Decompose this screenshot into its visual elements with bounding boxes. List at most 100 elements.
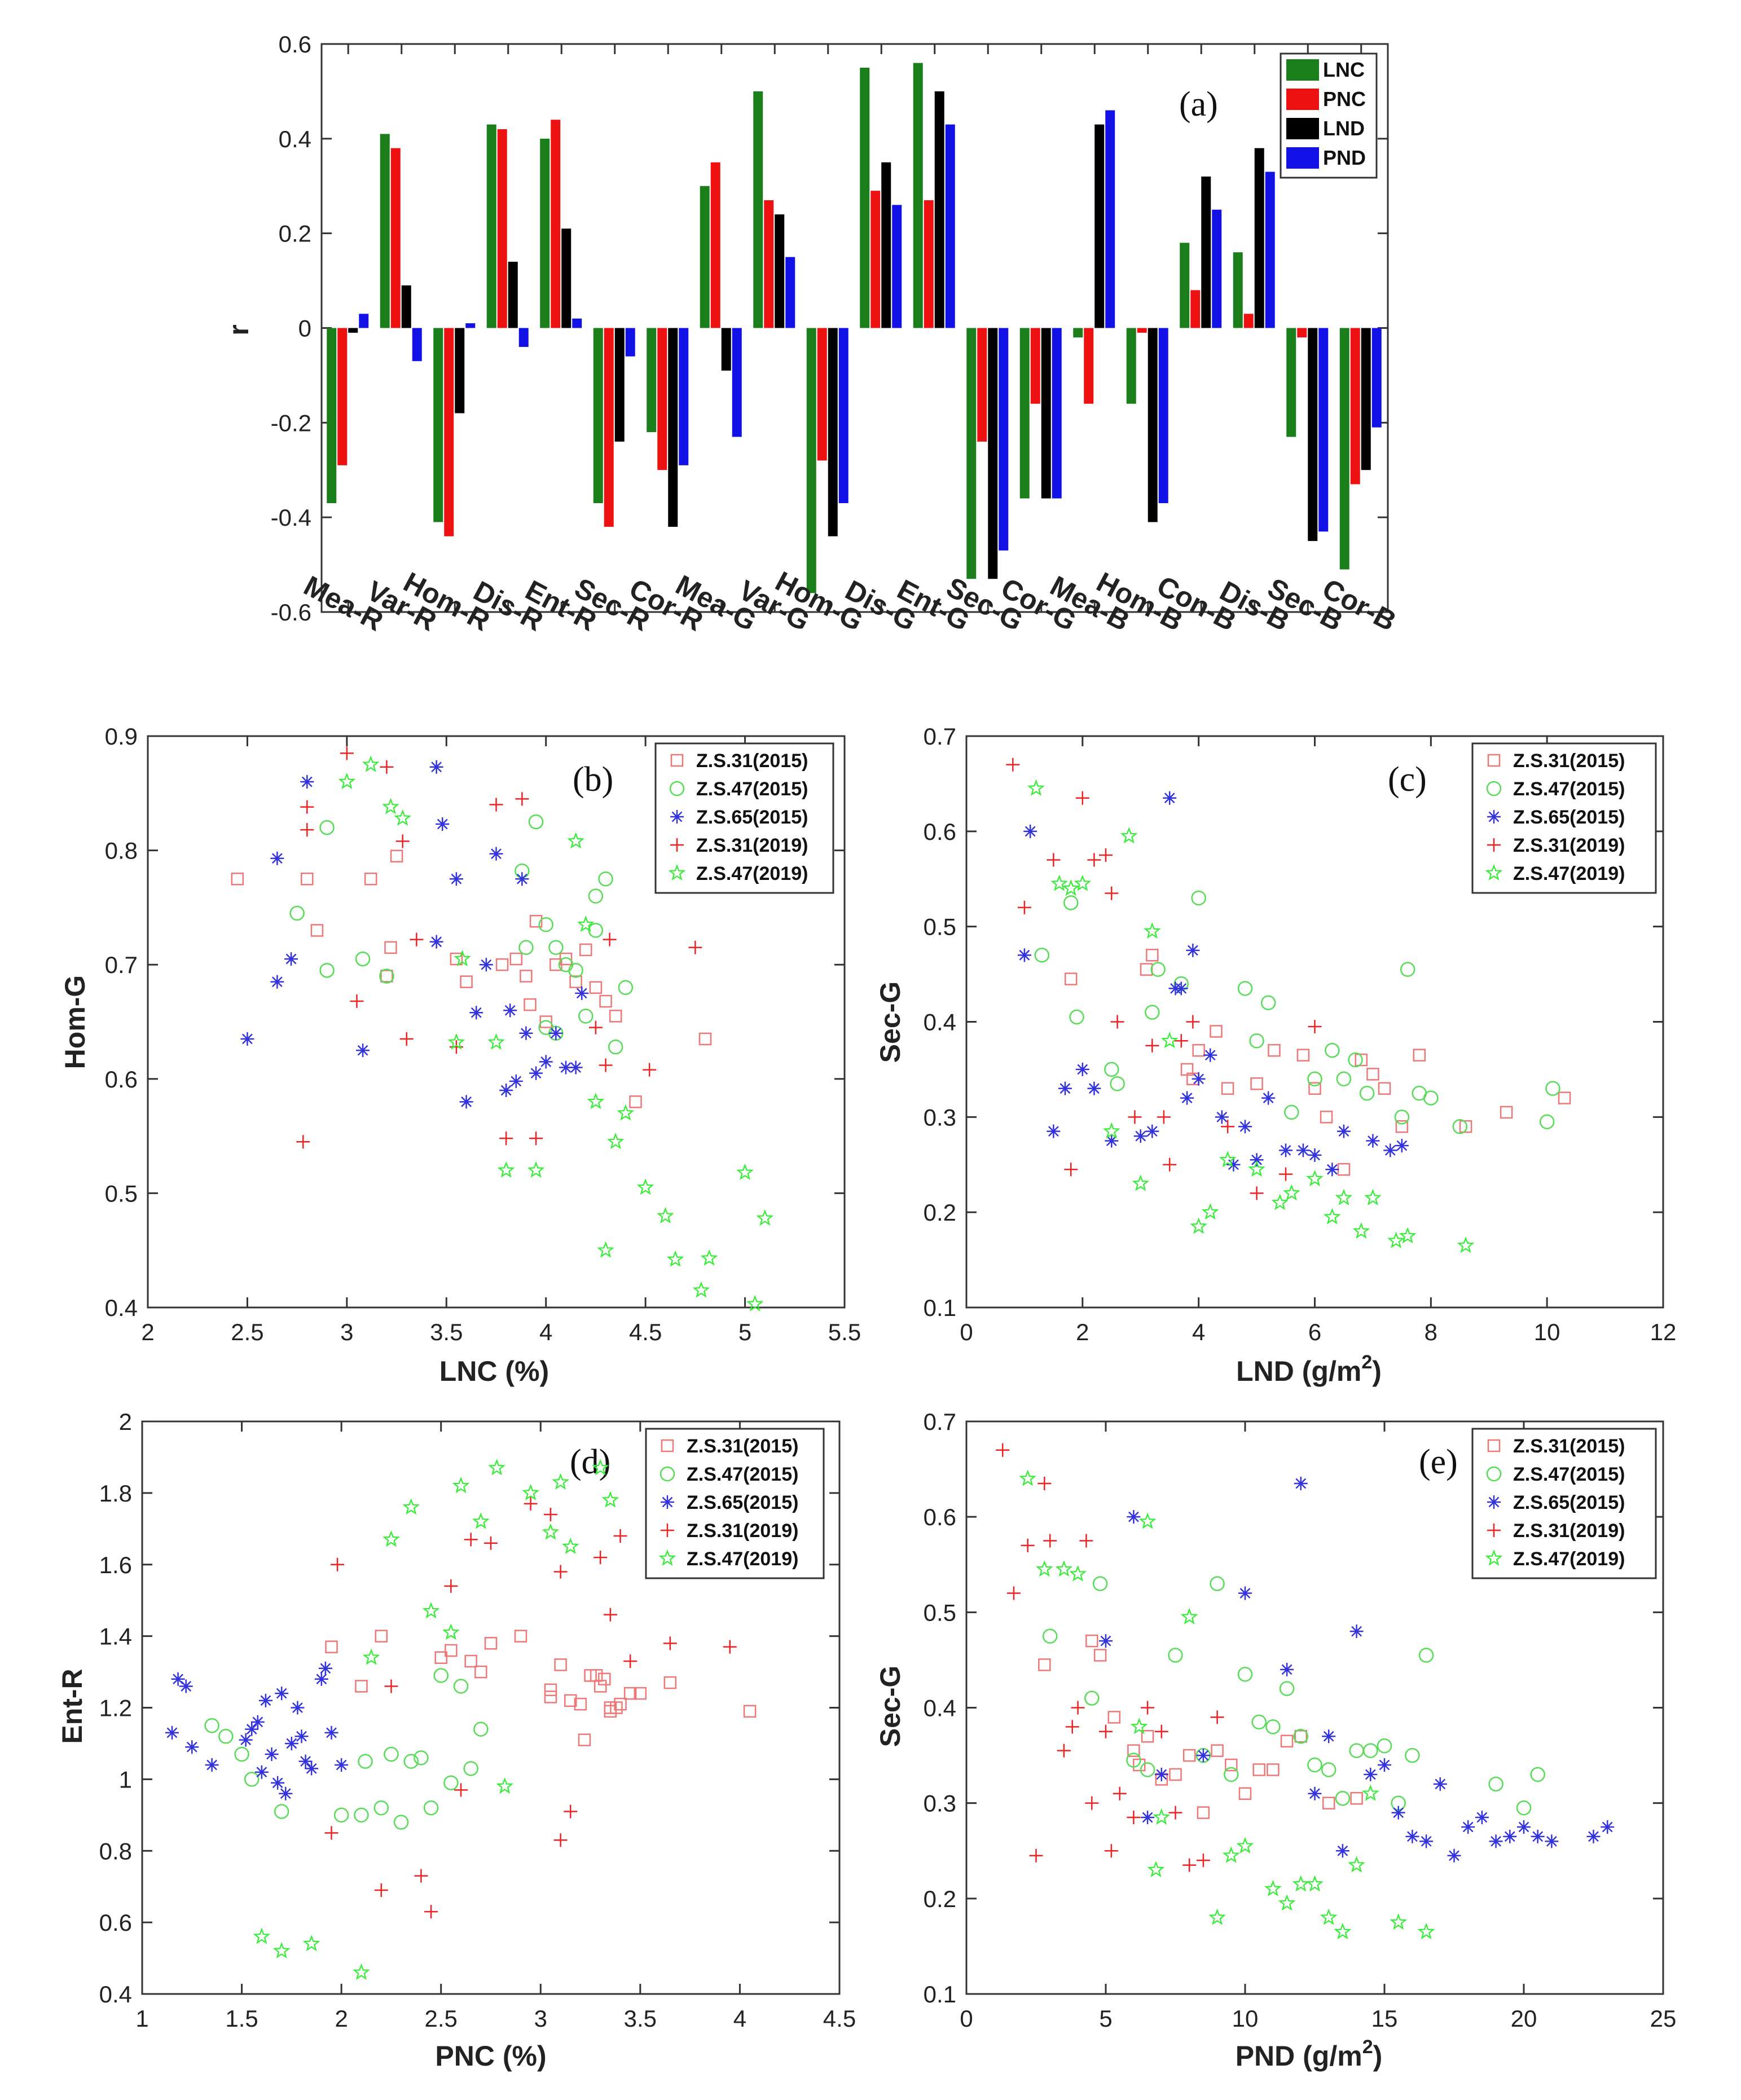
panel-e-point-square bbox=[1294, 1730, 1308, 1743]
panel-d-xtick-label: 3.5 bbox=[624, 2005, 657, 2032]
panel-c-point-square bbox=[1146, 949, 1159, 962]
panel-a-label: (a) bbox=[1179, 85, 1218, 124]
panel-e-point-star bbox=[1278, 1894, 1296, 1911]
panel-d-point-square bbox=[514, 1630, 527, 1643]
panel-e-legend-marker-circle bbox=[1486, 1466, 1502, 1482]
panel-d-point-square bbox=[578, 1733, 591, 1746]
panel-c-point-plus bbox=[1174, 1034, 1188, 1048]
panel-b-point-circle bbox=[618, 980, 634, 995]
panel-d-point-asterisk bbox=[245, 1722, 259, 1736]
panel-b-point-plus bbox=[296, 1135, 310, 1149]
panel-e-point-plus bbox=[1099, 1724, 1113, 1738]
panel-c-point-plus bbox=[1017, 900, 1031, 914]
panel-c-point-circle bbox=[1237, 981, 1253, 996]
panel-b-point-square bbox=[390, 849, 403, 862]
panel-c-point-circle bbox=[1145, 1005, 1160, 1020]
panel-b-point-plus bbox=[529, 1132, 543, 1146]
panel-d-ytick-label: 0.8 bbox=[99, 1838, 132, 1864]
bar-pnc-var-g bbox=[764, 200, 774, 328]
bar-pnd-mea-r bbox=[359, 314, 369, 328]
panel-e-point-circle bbox=[1377, 1738, 1392, 1754]
panel-b-legend-marker-square bbox=[670, 754, 684, 767]
panel-c-point-star bbox=[1387, 1231, 1405, 1248]
panel-c-point-star bbox=[1324, 1208, 1341, 1225]
bar-pnd-dis-r bbox=[518, 328, 529, 347]
panel-c-legend-marker-star bbox=[1485, 864, 1503, 881]
panel-b-point-plus bbox=[395, 834, 410, 848]
panel-c-point-circle bbox=[1545, 1081, 1560, 1096]
panel-b-point-plus bbox=[350, 994, 364, 1009]
panel-d-point-plus bbox=[723, 1640, 737, 1654]
panel-c-point-asterisk bbox=[1395, 1138, 1409, 1152]
bar-lnd-hom-b bbox=[1148, 328, 1158, 522]
panel-d-point-star bbox=[522, 1483, 539, 1500]
panel-e-point-asterisk bbox=[1545, 1834, 1559, 1848]
panel-d-point-star bbox=[302, 1935, 320, 1952]
panel-e-point-circle bbox=[1084, 1690, 1100, 1706]
panel-b-legend-label: Z.S.65(2015) bbox=[696, 807, 808, 828]
panel-c-ylabel: Sec-G bbox=[874, 981, 906, 1063]
panel-e-point-circle bbox=[1237, 1667, 1253, 1682]
panel-e-point-plus bbox=[1104, 1844, 1118, 1858]
panel-b-ylabel: Hom-G bbox=[59, 975, 91, 1069]
panel-d-point-asterisk bbox=[165, 1725, 179, 1740]
bar-lnd-cor-r bbox=[668, 328, 678, 527]
legend-label-lnc: LNC bbox=[1323, 58, 1365, 81]
panel-d-point-square bbox=[355, 1680, 368, 1693]
panel-e-point-star bbox=[1361, 1784, 1379, 1801]
panel-d-point-star bbox=[496, 1777, 514, 1794]
panel-b-ytick-label: 0.5 bbox=[105, 1180, 138, 1207]
panel-e-ytick-label: 0.1 bbox=[924, 1981, 956, 2007]
panel-c-xtick-label: 6 bbox=[1308, 1319, 1321, 1345]
bar-lnc-mea-g bbox=[700, 186, 710, 328]
panel-d-point-square bbox=[663, 1676, 677, 1689]
panel-e-point-square bbox=[1350, 1791, 1363, 1805]
panel-c-point-circle bbox=[1307, 1071, 1322, 1087]
panel-a-ytick-label: -0.6 bbox=[271, 599, 311, 626]
panel-d-point-square bbox=[574, 1697, 587, 1711]
panel-d-point-asterisk bbox=[258, 1693, 272, 1707]
bar-lnd-mea-r bbox=[348, 328, 358, 333]
bar-lnd-cor-b bbox=[1361, 328, 1371, 470]
panel-c-point-square bbox=[1221, 1082, 1234, 1095]
panel-c-point-square bbox=[1558, 1091, 1571, 1104]
panel-b-xtick-label: 2 bbox=[141, 1319, 154, 1345]
panel-e-point-circle bbox=[1042, 1628, 1058, 1644]
panel-c-point-square bbox=[1268, 1044, 1281, 1057]
bar-pnd-ent-r bbox=[572, 318, 582, 328]
panel-c-point-square bbox=[1210, 1025, 1223, 1038]
panel-c-legend-label: Z.S.47(2019) bbox=[1513, 863, 1625, 884]
panel-d-point-circle bbox=[274, 1804, 289, 1819]
panel-e-point-plus bbox=[1029, 1848, 1043, 1863]
panel-a-ytick-label: 0.2 bbox=[279, 221, 311, 247]
panel-e-point-asterisk bbox=[1127, 1510, 1141, 1524]
panel-b-legend-marker-star bbox=[668, 864, 686, 881]
panel-b-point-circle bbox=[588, 888, 604, 904]
panel-d-point-star bbox=[552, 1473, 569, 1490]
panel-d-point-plus bbox=[663, 1636, 677, 1650]
panel-d-ylabel: Ent-R bbox=[56, 1668, 88, 1744]
panel-e-ytick-label: 0.2 bbox=[924, 1886, 956, 1912]
panel-e-point-square bbox=[1238, 1787, 1252, 1800]
panel-e-point-star bbox=[1417, 1922, 1435, 1940]
panel-d-point-plus bbox=[524, 1496, 538, 1511]
panel-c-point-asterisk bbox=[1238, 1120, 1252, 1134]
panel-d-point-circle bbox=[393, 1815, 409, 1830]
panel-c-point-plus bbox=[1006, 758, 1020, 772]
panel-b-point-square bbox=[569, 975, 582, 988]
bar-lnc-mea-b bbox=[1073, 328, 1083, 338]
panel-b-point-square bbox=[364, 873, 377, 886]
panel-b-point-star bbox=[692, 1281, 710, 1298]
panel-c-legend-marker-square bbox=[1487, 754, 1501, 767]
panel-c-point-plus bbox=[1099, 848, 1113, 862]
panel-e-point-plus bbox=[1113, 1786, 1127, 1800]
panel-c-point-square bbox=[1296, 1049, 1310, 1062]
panel-c-point-star bbox=[1219, 1151, 1237, 1168]
panel-e-ylabel: Sec-G bbox=[874, 1666, 906, 1747]
panel-c-point-circle bbox=[1452, 1119, 1468, 1134]
panel-e-point-asterisk bbox=[1391, 1806, 1405, 1820]
panel-c-point-asterisk bbox=[1075, 1062, 1089, 1076]
panel-c-point-star bbox=[1399, 1227, 1417, 1244]
bar-lnd-sec-r bbox=[614, 328, 625, 442]
